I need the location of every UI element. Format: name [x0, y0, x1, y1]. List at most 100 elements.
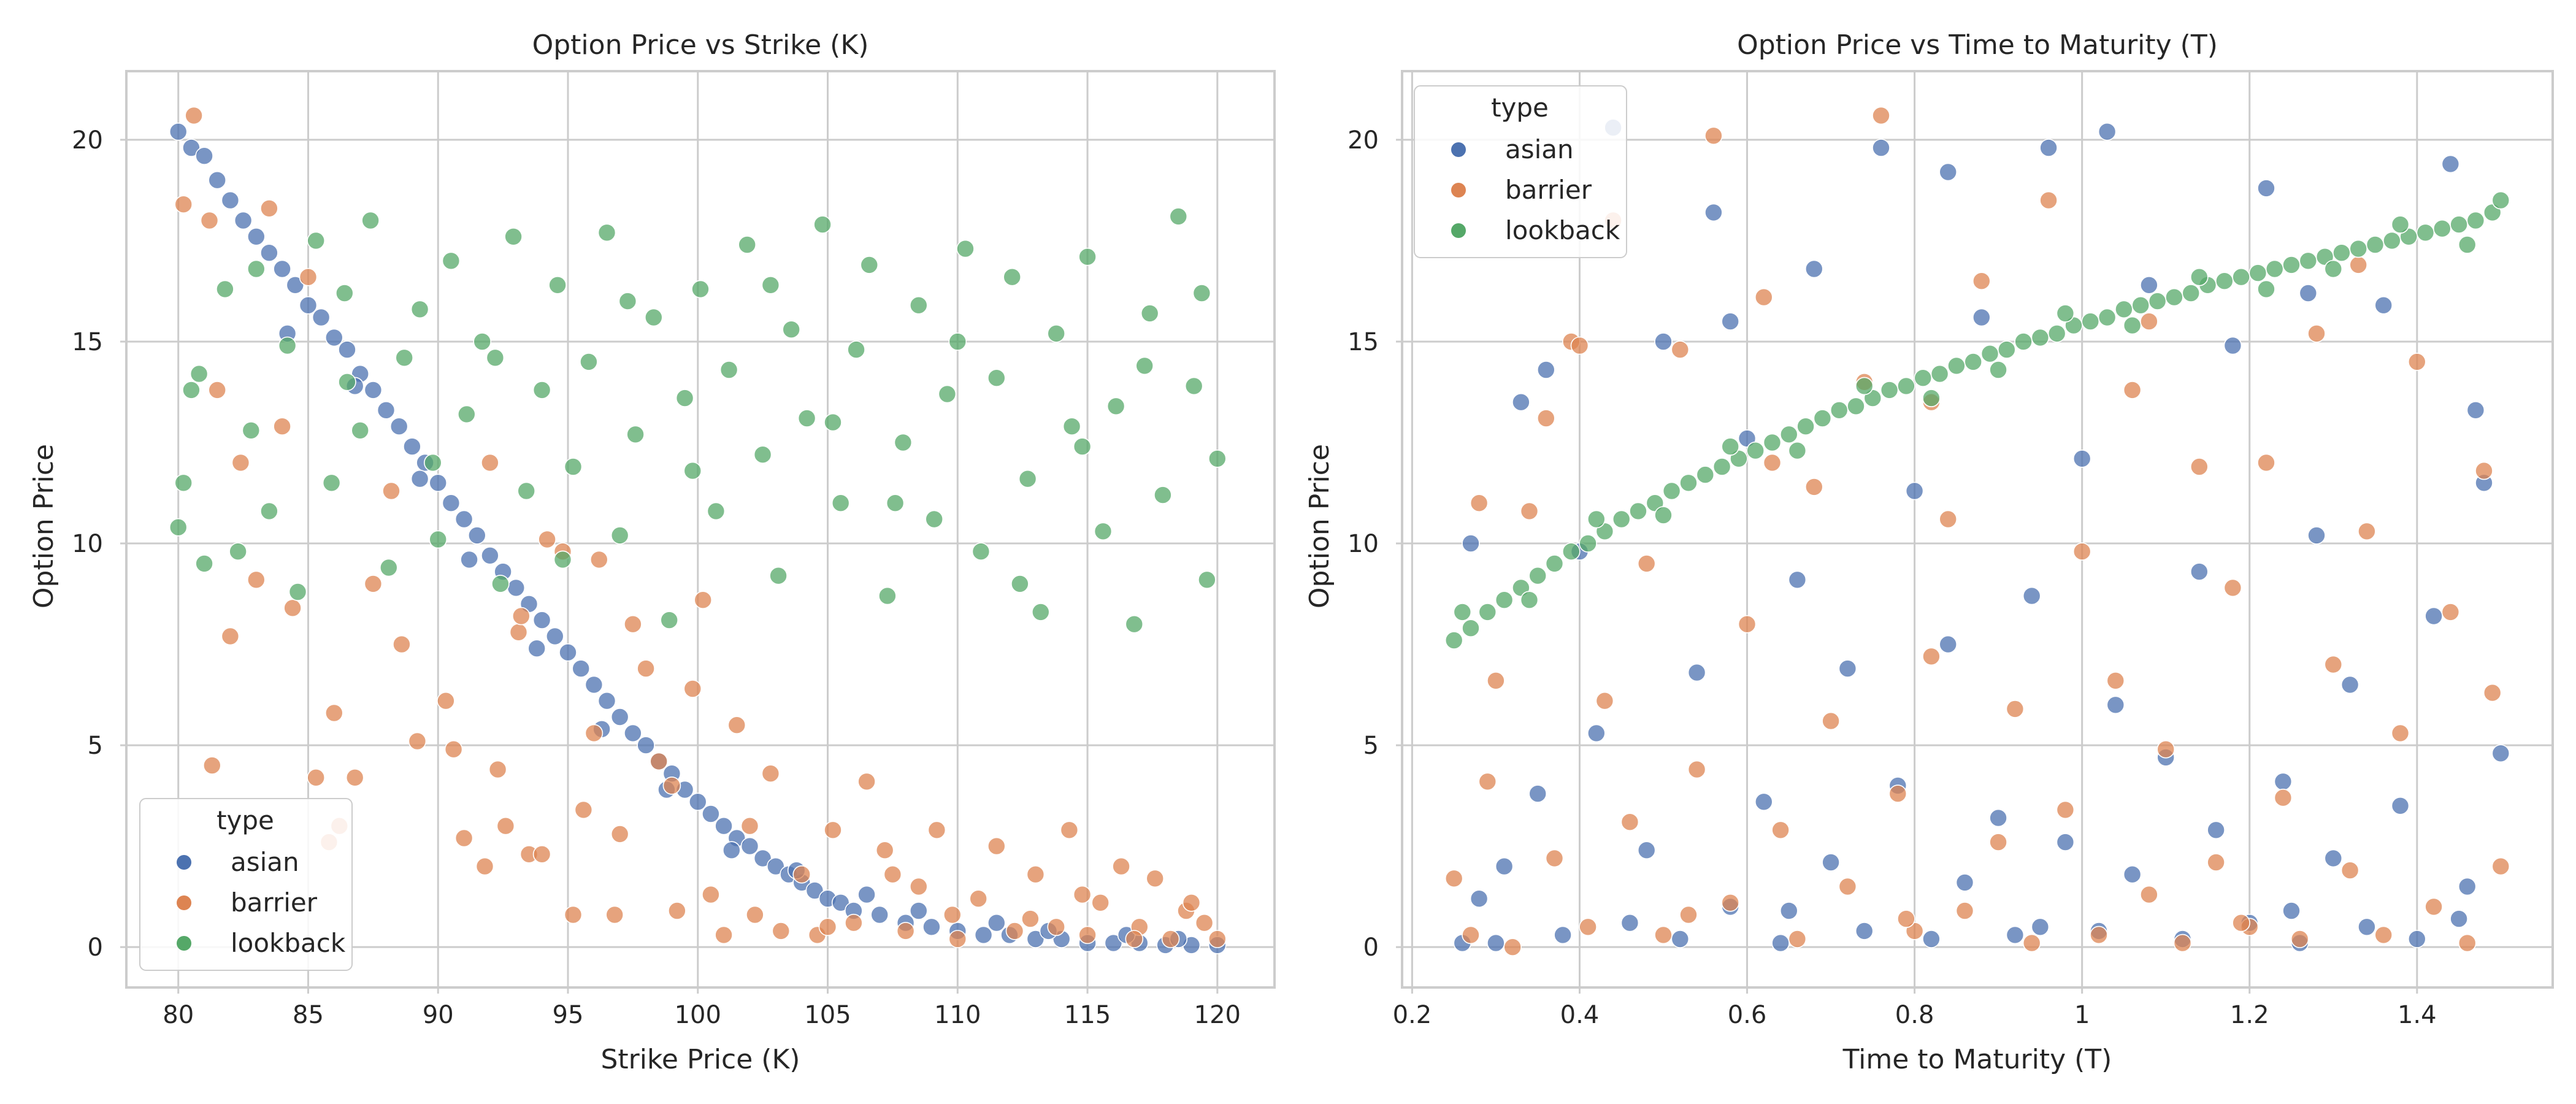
maturity-x-tick-label: 1.2: [2230, 1001, 2269, 1029]
strike-point-barrier: [910, 877, 928, 896]
strike-legend-label-barrier: barrier: [231, 887, 318, 918]
strike-point-barrier: [1091, 894, 1110, 912]
strike-point-barrier: [247, 570, 266, 589]
maturity-point-asian: [2022, 586, 2041, 605]
maturity-point-barrier: [2374, 926, 2393, 945]
strike-point-barrier: [1026, 865, 1045, 884]
strike-point-lookback: [886, 494, 905, 513]
maturity-point-lookback: [1780, 425, 1798, 444]
maturity-point-lookback: [1478, 603, 1497, 621]
maturity-point-barrier: [1679, 905, 1698, 924]
maturity-point-lookback: [1855, 377, 1874, 396]
maturity-x-tick-label: 1: [2074, 1001, 2090, 1029]
maturity-point-barrier: [2123, 381, 2142, 399]
strike-point-barrier: [202, 756, 221, 775]
strike-point-lookback: [1032, 603, 1050, 621]
maturity-series-lookback: [1444, 191, 2510, 650]
maturity-point-lookback: [1612, 510, 1631, 529]
strike-point-lookback: [618, 292, 637, 310]
strike-point-barrier: [231, 453, 250, 472]
maturity-point-lookback: [2383, 231, 2401, 250]
strike-point-lookback: [1094, 522, 1113, 541]
maturity-point-barrier: [1570, 336, 1589, 355]
maturity-point-lookback: [1587, 510, 1606, 529]
maturity-point-lookback: [2148, 292, 2167, 310]
strike-point-lookback: [691, 280, 710, 299]
strike-point-lookback: [1062, 417, 1081, 436]
strike-point-asian: [910, 902, 928, 920]
strike-point-barrier: [509, 623, 528, 642]
strike-point-barrier: [273, 417, 291, 436]
maturity-point-barrier: [2358, 522, 2376, 541]
maturity-point-asian: [1620, 913, 1639, 932]
maturity-point-lookback: [2081, 312, 2100, 331]
maturity-point-lookback: [1980, 344, 1999, 363]
strike-point-asian: [532, 611, 551, 629]
maturity-point-lookback: [1520, 591, 1539, 610]
maturity-point-barrier: [2190, 458, 2209, 476]
strike-point-asian: [857, 885, 876, 904]
maturity-point-asian: [1955, 873, 1974, 892]
strike-x-tick-label: 110: [934, 1001, 981, 1029]
strike-point-asian: [740, 837, 759, 856]
maturity-point-lookback: [2433, 219, 2451, 238]
strike-point-barrier: [857, 772, 876, 791]
maturity-point-barrier: [2232, 913, 2250, 932]
strike-point-barrier: [437, 691, 455, 710]
strike-point-asian: [624, 724, 642, 743]
maturity-point-barrier: [2173, 933, 2192, 953]
strike-point-lookback: [972, 542, 991, 561]
strike-point-asian: [467, 526, 486, 545]
strike-y-axis-label: Option Price: [28, 444, 59, 608]
maturity-point-lookback: [1696, 466, 1715, 484]
strike-point-lookback: [987, 369, 1006, 388]
maturity-point-barrier: [1897, 910, 1915, 928]
maturity-point-barrier: [1788, 930, 1807, 948]
strike-point-barrier: [761, 764, 780, 783]
strike-point-asian: [221, 191, 240, 210]
maturity-point-asian: [1512, 393, 1530, 412]
maturity-point-barrier: [1444, 869, 1463, 888]
strike-point-barrier: [538, 530, 556, 549]
strike-point-asian: [247, 227, 266, 246]
maturity-point-asian: [2039, 139, 2058, 157]
strike-point-lookback: [229, 542, 247, 561]
strike-point-asian: [273, 259, 291, 278]
strike-point-asian: [389, 417, 408, 436]
strike-point-lookback: [169, 518, 188, 537]
maturity-point-barrier: [1620, 813, 1639, 831]
strike-legend-label-asian: asian: [231, 847, 299, 877]
strike-point-asian: [442, 494, 461, 513]
maturity-point-lookback: [2450, 215, 2468, 234]
maturity-point-asian: [1554, 926, 1572, 945]
maturity-point-asian: [1721, 312, 1739, 331]
strike-point-barrier: [260, 199, 278, 218]
maturity-point-barrier: [1888, 784, 1907, 803]
maturity-y-tick-label: 10: [1347, 530, 1379, 558]
maturity-point-asian: [2299, 284, 2318, 302]
strike-point-lookback: [288, 583, 307, 601]
maturity-point-barrier: [2274, 788, 2293, 807]
strike-point-lookback: [457, 405, 476, 424]
strike-point-lookback: [395, 348, 414, 367]
strike-point-lookback: [660, 611, 678, 629]
maturity-points: [1444, 106, 2510, 956]
maturity-point-barrier: [1503, 938, 1522, 956]
maturity-point-barrier: [2491, 857, 2510, 876]
strike-point-barrier: [1005, 922, 1024, 940]
strike-point-asian: [572, 659, 591, 678]
maturity-point-asian: [1939, 635, 1957, 654]
strike-point-barrier: [512, 607, 531, 626]
strike-legend-marker-asian: [177, 855, 191, 870]
maturity-point-lookback: [2131, 296, 2150, 315]
maturity-point-lookback: [1880, 381, 1899, 399]
maturity-point-lookback: [1444, 631, 1463, 650]
maturity-point-asian: [2408, 930, 2426, 948]
maturity-point-barrier: [1955, 902, 1974, 920]
strike-point-lookback: [645, 308, 663, 327]
strike-point-lookback: [831, 494, 850, 513]
strike-point-asian: [753, 849, 772, 868]
maturity-point-lookback: [1629, 502, 1647, 521]
strike-points: [169, 106, 1227, 954]
strike-point-lookback: [1011, 575, 1029, 593]
